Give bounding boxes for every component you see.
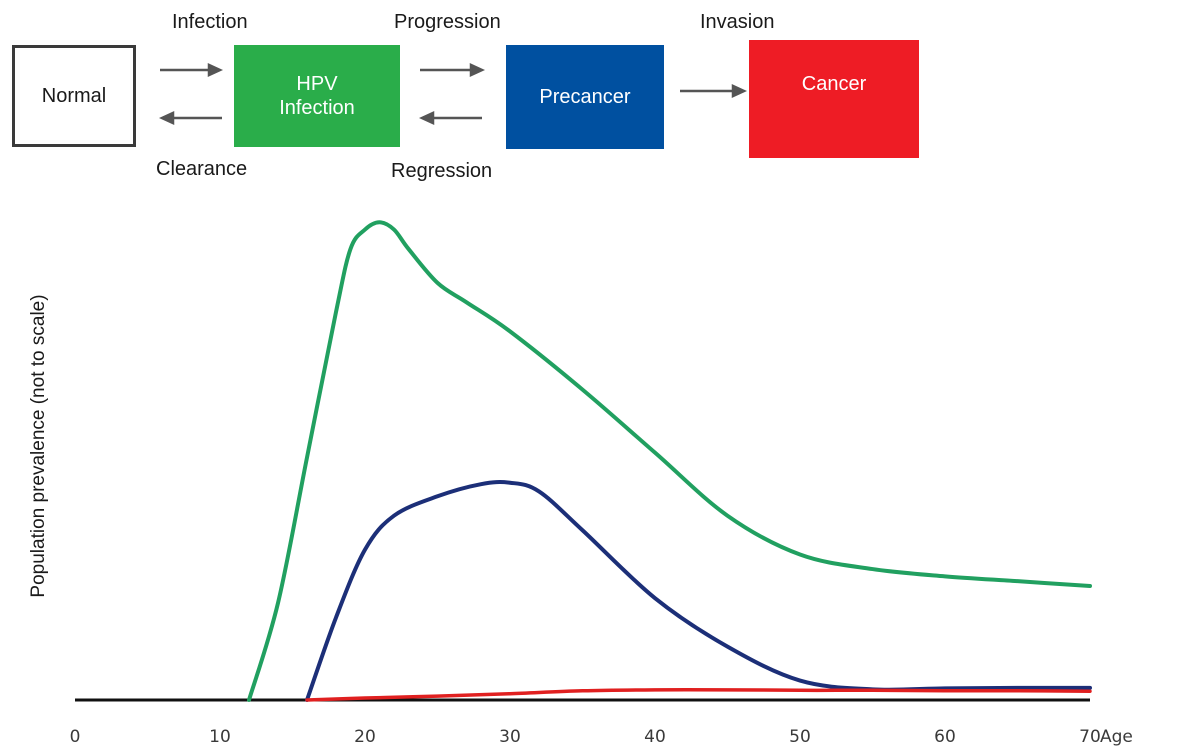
- infection-arrow-icon: [160, 63, 224, 77]
- x-tick-label: 0: [70, 727, 81, 747]
- clearance-arrow-icon: [158, 111, 222, 125]
- x-axis-label: Age: [1100, 727, 1133, 747]
- precancer-box: Precancer: [506, 45, 664, 149]
- progression-label: Progression: [394, 11, 501, 33]
- x-tick-label: 60: [934, 727, 956, 747]
- cancer-curve: [305, 687, 1092, 702]
- normal-label: Normal: [41, 85, 107, 107]
- invasion-arrow-icon: [680, 84, 748, 98]
- x-tick-label: 40: [644, 727, 666, 747]
- cancer-box: Cancer: [749, 40, 919, 158]
- x-tick-label: 20: [354, 727, 376, 747]
- cancer-label: Cancer: [801, 73, 867, 95]
- regression-label: Regression: [391, 160, 493, 182]
- precancer-label: Precancer: [539, 86, 631, 108]
- precancer-curve: [305, 480, 1092, 702]
- invasion-label: Invasion: [700, 11, 775, 33]
- normal-box: Normal: [12, 45, 136, 147]
- x-tick-label: 30: [499, 727, 521, 747]
- progression-arrow-icon: [420, 63, 486, 77]
- x-tick-label: 10: [209, 727, 231, 747]
- hpv-infection-curve: [247, 220, 1092, 702]
- hpv-infection-label: HPV Infection: [279, 73, 355, 119]
- x-tick-label: 50: [789, 727, 811, 747]
- x-tick-label: 70: [1079, 727, 1101, 747]
- hpv-infection-box: HPV Infection: [234, 45, 400, 147]
- infection-label: Infection: [172, 11, 248, 33]
- regression-arrow-icon: [418, 111, 482, 125]
- clearance-label: Clearance: [156, 158, 248, 180]
